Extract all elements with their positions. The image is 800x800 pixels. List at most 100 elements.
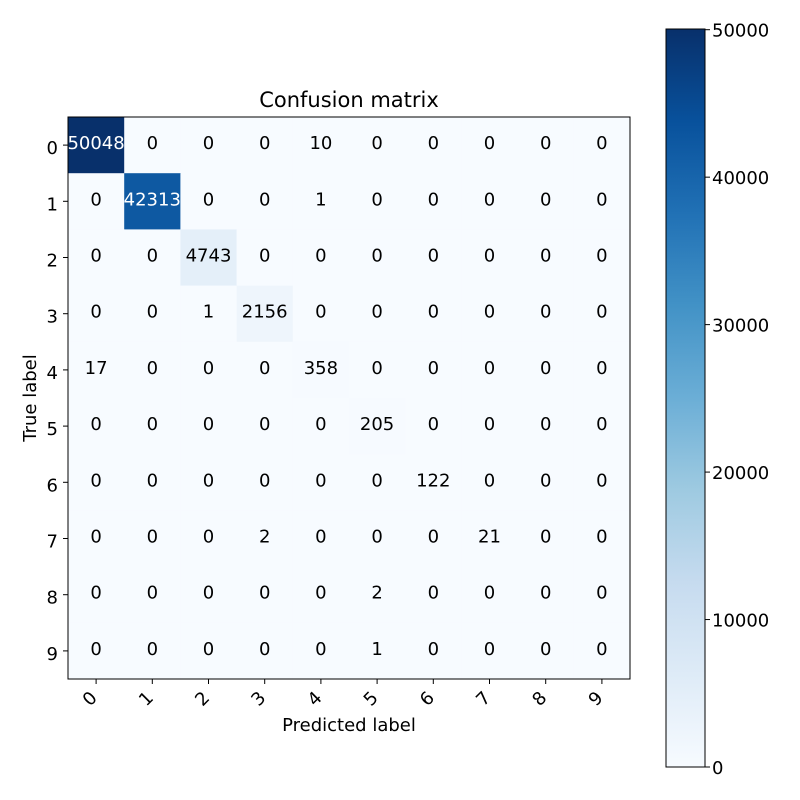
cell-value-label: 0 [596, 189, 607, 210]
cell-value-label: 0 [484, 246, 495, 267]
cell-value-label: 0 [484, 414, 495, 435]
heatmap-cell [461, 510, 519, 568]
cell-value-label: 0 [371, 527, 382, 548]
heatmap-cell [517, 173, 575, 230]
cell-value-label: 0 [90, 246, 101, 267]
heatmap-cell [180, 398, 238, 455]
heatmap-cell [461, 173, 519, 230]
x-axis-ticks: 0 1 2 3 4 5 6 7 8 9 [79, 679, 608, 711]
heatmap-cell [573, 285, 631, 343]
heatmap-cell [517, 622, 575, 680]
cell-value-label: 0 [147, 133, 158, 154]
y-tick-label: 3 [47, 307, 58, 328]
colorbar-ticks: 0 10000 20000 30000 40000 50000 [705, 21, 769, 779]
heatmap-cell [124, 622, 181, 680]
cell-value-label: 0 [147, 358, 158, 379]
cell-value-label: 50048 [67, 133, 124, 154]
heatmap-cell [292, 173, 350, 230]
x-tick-label: 8 [528, 688, 551, 711]
cell-value-label: 0 [147, 470, 158, 491]
heatmap-cell [517, 398, 575, 455]
cell-value-label: 0 [90, 527, 101, 548]
x-tick-label: 7 [472, 688, 495, 711]
x-tick-label: 9 [585, 688, 608, 711]
cell-value-label: 0 [428, 246, 439, 267]
heatmap-cell [461, 285, 519, 343]
cell-value-label: 0 [596, 639, 607, 660]
cell-value-label: 0 [147, 302, 158, 323]
colorbar-tick-label: 20000 [712, 463, 769, 484]
colorbar-tick-label: 30000 [712, 316, 769, 337]
heatmap-cell [573, 173, 631, 230]
heatmap-cell [180, 285, 238, 343]
heatmap-cell [573, 454, 631, 511]
heatmap-cell [292, 398, 350, 455]
heatmap-cell [68, 454, 125, 511]
cell-value-label: 21 [478, 527, 501, 548]
cell-value-label: 0 [596, 246, 607, 267]
cell-value-label: 0 [259, 189, 270, 210]
cell-value-label: 0 [203, 133, 214, 154]
cell-value-label: 0 [428, 302, 439, 323]
cell-value-label: 10 [309, 133, 332, 154]
heatmap-cell [349, 510, 406, 568]
heatmap-cell [292, 229, 350, 287]
x-tick-label: 6 [416, 688, 439, 711]
y-tick-label: 4 [47, 363, 58, 384]
heatmap-cell [180, 566, 238, 624]
cell-value-label: 0 [315, 639, 326, 660]
heatmap-cell [124, 117, 181, 174]
cell-value-label: 205 [360, 414, 394, 435]
cell-value-label: 0 [540, 527, 551, 548]
heatmap-cell [517, 285, 575, 343]
heatmap-cell [405, 117, 462, 174]
cell-value-label: 1 [203, 302, 214, 323]
heatmap-cell [349, 341, 406, 399]
heatmap-cell [405, 454, 462, 511]
cell-value-label: 2156 [242, 302, 288, 323]
cell-value-label: 0 [484, 639, 495, 660]
heatmap-cell [124, 398, 181, 455]
cell-value-label: 0 [90, 470, 101, 491]
heatmap-cell [517, 510, 575, 568]
cell-value-label: 0 [596, 470, 607, 491]
y-tick-label: 6 [47, 475, 58, 496]
cell-value-label: 0 [371, 133, 382, 154]
heatmap-cell [405, 229, 462, 287]
cell-value-label: 0 [596, 302, 607, 323]
y-tick-label: 2 [47, 251, 58, 272]
cell-value-label: 358 [304, 358, 338, 379]
heatmap-cell [236, 117, 294, 174]
heatmap-cell [236, 454, 294, 511]
heatmap-cell [517, 341, 575, 399]
heatmap-cell [573, 622, 631, 680]
heatmap-cell [68, 622, 125, 680]
x-tick-label: 0 [79, 688, 102, 711]
heatmap-cell [68, 285, 125, 343]
cell-value-label: 1 [371, 639, 382, 660]
cell-value-label: 1 [315, 189, 326, 210]
heatmap-cell [349, 622, 406, 680]
cell-value-label: 0 [540, 470, 551, 491]
cell-value-label: 0 [371, 358, 382, 379]
cell-value-label: 0 [147, 527, 158, 548]
heatmap-cell [292, 341, 350, 399]
y-tick-label: 8 [47, 588, 58, 609]
y-axis-label: True label [20, 354, 41, 443]
heatmap-cell [124, 285, 181, 343]
heatmap-cell [517, 566, 575, 624]
cell-value-label: 0 [203, 414, 214, 435]
cell-value-label: 0 [428, 189, 439, 210]
heatmap-cell [68, 398, 125, 455]
cell-value-label: 0 [428, 527, 439, 548]
x-tick-label: 4 [304, 688, 327, 711]
heatmap-cell [461, 341, 519, 399]
heatmap-cell [573, 566, 631, 624]
heatmap-cell [124, 454, 181, 511]
cell-value-label: 0 [540, 583, 551, 604]
x-tick-label: 5 [360, 688, 383, 711]
cell-value-label: 17 [85, 358, 108, 379]
y-tick-label: 9 [47, 644, 58, 665]
cell-value-label: 0 [484, 583, 495, 604]
cell-value-label: 0 [371, 302, 382, 323]
